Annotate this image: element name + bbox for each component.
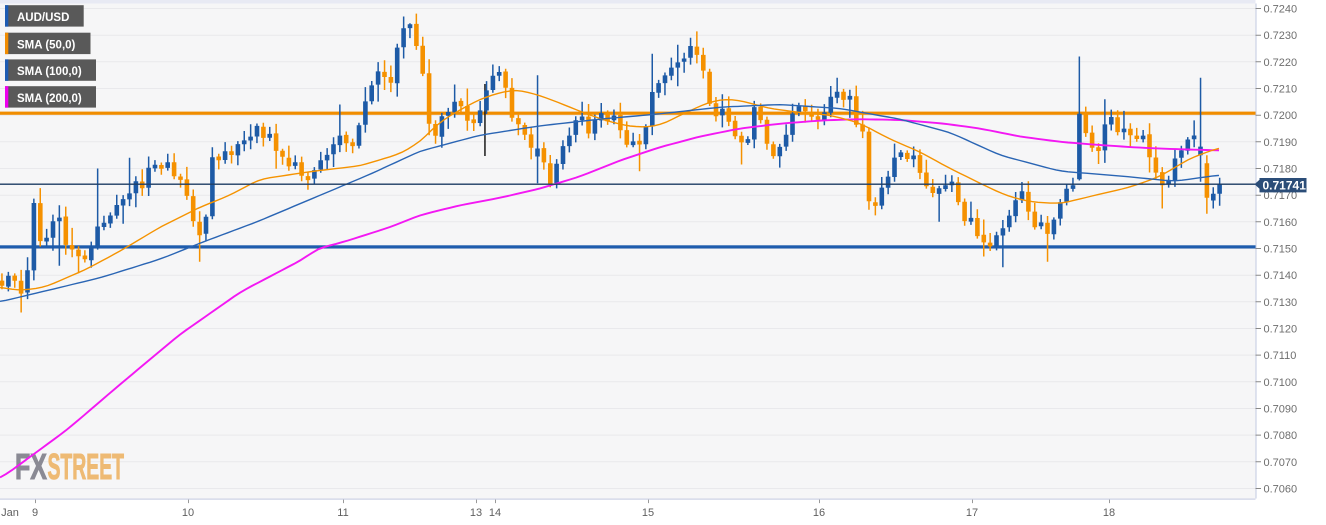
svg-text:SMA (50,0): SMA (50,0) bbox=[17, 39, 76, 51]
svg-text:SMA (200,0): SMA (200,0) bbox=[17, 93, 82, 105]
svg-text:13: 13 bbox=[470, 507, 482, 519]
svg-text:0.7200: 0.7200 bbox=[1264, 110, 1298, 122]
svg-text:0.7190: 0.7190 bbox=[1264, 137, 1298, 149]
svg-text:0.7210: 0.7210 bbox=[1264, 84, 1298, 96]
svg-text:0.71741: 0.71741 bbox=[1263, 178, 1307, 192]
svg-text:0.7240: 0.7240 bbox=[1264, 4, 1298, 16]
svg-text:0.7130: 0.7130 bbox=[1264, 297, 1298, 309]
svg-text:0.7230: 0.7230 bbox=[1264, 30, 1298, 42]
svg-text:0.7090: 0.7090 bbox=[1264, 404, 1298, 416]
svg-text:10: 10 bbox=[182, 507, 194, 519]
svg-text:0.7100: 0.7100 bbox=[1264, 377, 1298, 389]
svg-text:16: 16 bbox=[813, 507, 825, 519]
svg-text:0.7150: 0.7150 bbox=[1264, 244, 1298, 256]
svg-text:15: 15 bbox=[642, 507, 654, 519]
svg-text:17: 17 bbox=[966, 507, 978, 519]
svg-text:0.7160: 0.7160 bbox=[1264, 217, 1298, 229]
svg-text:0.7180: 0.7180 bbox=[1264, 164, 1298, 176]
svg-text:11: 11 bbox=[337, 507, 348, 519]
svg-text:AUD/USD: AUD/USD bbox=[17, 12, 69, 24]
svg-text:14: 14 bbox=[489, 507, 501, 519]
svg-text:9: 9 bbox=[32, 507, 38, 519]
svg-text:18: 18 bbox=[1103, 507, 1115, 519]
svg-text:0.7110: 0.7110 bbox=[1264, 350, 1297, 362]
svg-text:SMA (100,0): SMA (100,0) bbox=[17, 66, 82, 78]
svg-text:FX: FX bbox=[15, 446, 47, 487]
svg-text:Jan: Jan bbox=[1, 507, 19, 519]
svg-text:0.7170: 0.7170 bbox=[1264, 190, 1298, 202]
svg-text:0.7220: 0.7220 bbox=[1264, 57, 1298, 69]
svg-text:0.7120: 0.7120 bbox=[1264, 324, 1298, 336]
svg-text:0.7070: 0.7070 bbox=[1264, 457, 1298, 469]
svg-text:0.7060: 0.7060 bbox=[1264, 484, 1298, 496]
svg-text:0.7140: 0.7140 bbox=[1264, 270, 1298, 282]
svg-text:0.7080: 0.7080 bbox=[1264, 430, 1298, 442]
svg-text:STREET: STREET bbox=[48, 446, 125, 487]
